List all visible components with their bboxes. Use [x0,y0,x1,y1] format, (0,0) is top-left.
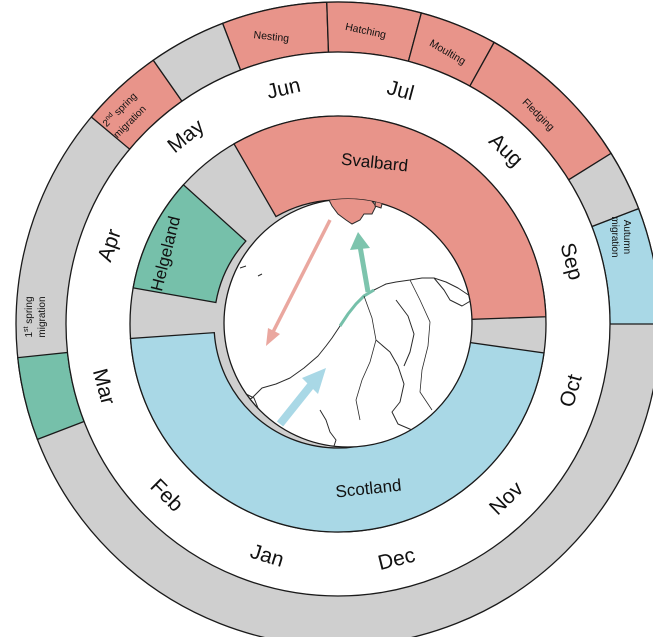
northbound-stopover-arrow [357,245,371,293]
map-circle [223,198,473,448]
gulf-of-bothnia [395,299,415,367]
event-label-autumn-2: migration [609,216,620,257]
northbound-scotland-arrowhead [302,368,326,394]
helgeland-coast-highlight [338,288,375,327]
denmark-coast [319,409,357,447]
helgeland-segment [132,183,247,304]
finland-border [409,279,433,411]
location-segments [129,115,547,533]
northbound-stopover-arrowhead [350,232,370,250]
svalbard-island [327,199,377,225]
southbound-arrow [270,219,332,335]
southbound-arrowhead [266,328,280,346]
migration-arrows [266,219,371,427]
russia-coast [433,277,472,307]
northbound-scotland-arrow [276,381,316,427]
sweden-border [355,295,377,421]
event-label-autumn-1: Autumn [621,220,632,254]
outer-event-segments [17,1,653,441]
event-label-spring1-line1: 1st spring [23,296,35,337]
event-label-nesting: Nesting [253,29,290,45]
event-label-spring1-line2: migration [37,296,48,337]
